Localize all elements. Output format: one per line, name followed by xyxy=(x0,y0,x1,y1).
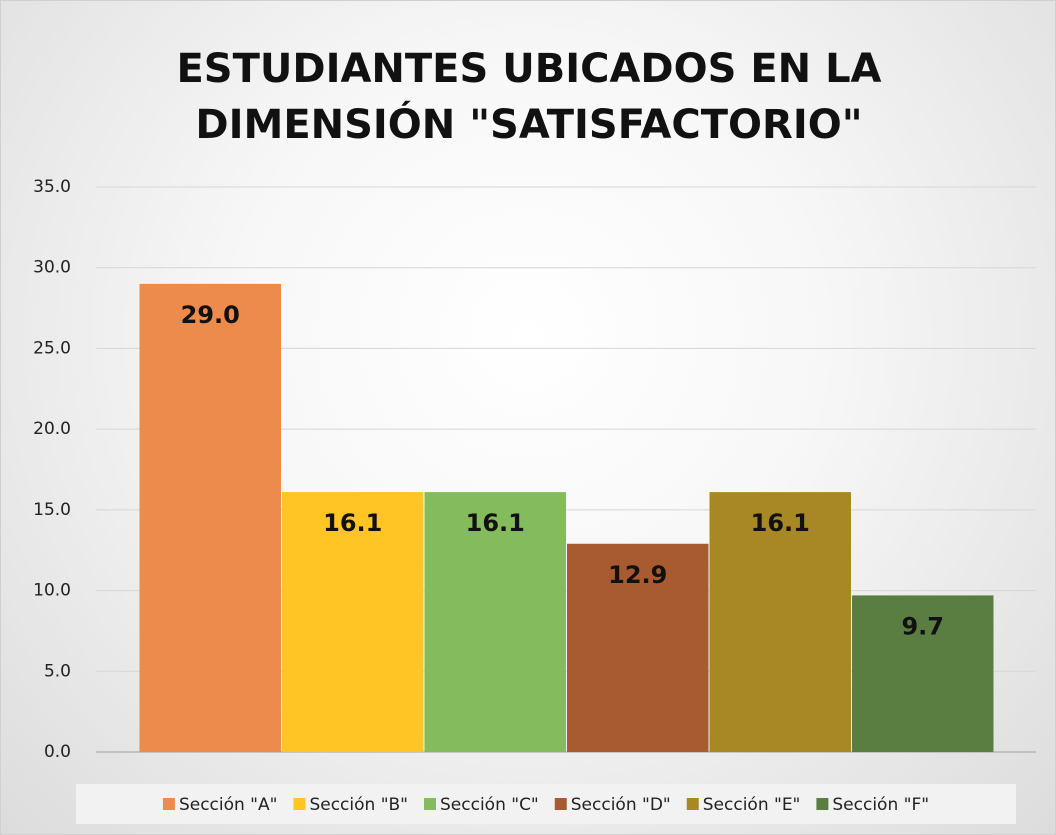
value-label: 12.9 xyxy=(608,561,667,589)
legend-swatch xyxy=(293,798,306,810)
bar xyxy=(139,283,281,752)
legend-label: Sección "C" xyxy=(440,795,539,815)
value-label: 29.0 xyxy=(181,301,240,329)
y-tick-label: 20.0 xyxy=(33,419,71,439)
y-tick-label: 25.0 xyxy=(33,338,71,358)
legend-swatch xyxy=(554,798,567,810)
value-label: 16.1 xyxy=(323,509,382,537)
value-label: 16.1 xyxy=(466,509,525,537)
bar xyxy=(282,492,424,752)
legend-box xyxy=(76,784,1016,824)
legend-swatch xyxy=(686,798,699,810)
chart-title: ESTUDIANTES UBICADOS EN LA DIMENSIÓN "SA… xyxy=(176,46,882,148)
legend-label: Sección "D" xyxy=(571,795,671,815)
legend-swatch xyxy=(162,798,175,810)
legend-label: Sección "A" xyxy=(179,795,278,815)
value-label: 9.7 xyxy=(901,612,944,640)
legend-label: Sección "F" xyxy=(832,795,929,815)
y-tick-label: 35.0 xyxy=(33,177,71,197)
y-tick-label: 10.0 xyxy=(33,581,71,601)
y-tick-label: 30.0 xyxy=(33,258,71,278)
y-tick-label: 15.0 xyxy=(33,500,71,520)
value-label: 16.1 xyxy=(751,509,810,537)
legend-label: Sección "B" xyxy=(309,795,408,815)
bar xyxy=(709,492,851,752)
y-tick-label: 5.0 xyxy=(44,661,71,681)
bar xyxy=(424,492,566,752)
legend-label: Sección "E" xyxy=(703,795,801,815)
legend-swatch xyxy=(816,798,829,810)
y-tick-label: 0.0 xyxy=(44,742,71,762)
bar xyxy=(567,543,709,752)
bar xyxy=(852,595,994,752)
legend-swatch xyxy=(424,798,436,810)
